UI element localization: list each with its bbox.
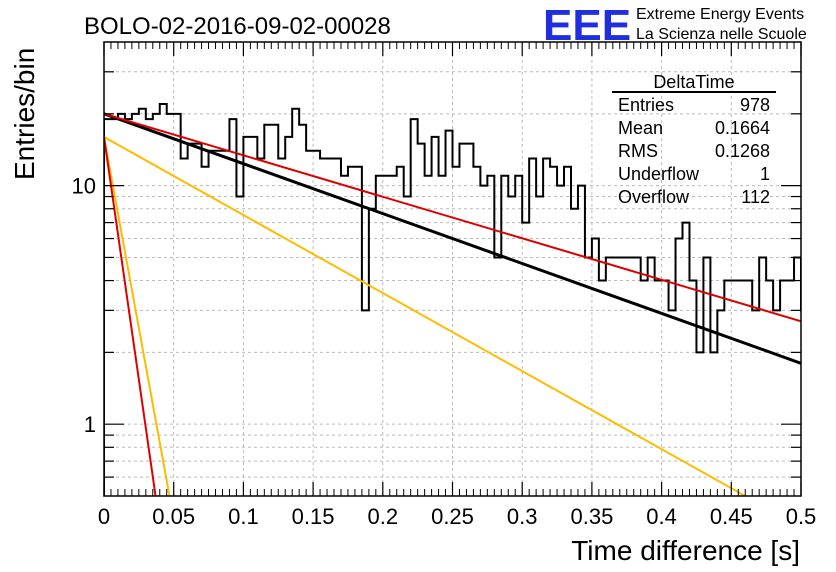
- x-tick-label: 0.45: [710, 504, 753, 529]
- x-tick-label: 0.15: [292, 504, 335, 529]
- stats-value: 0.1664: [715, 118, 770, 138]
- stats-value: 0.1268: [715, 141, 770, 161]
- stats-rows: Entries 978 Mean 0.1664 RMS 0.1268 Underflow 1 O…: [618, 95, 770, 207]
- x-tick-label: 0.2: [368, 504, 399, 529]
- x-tick-label: 0.3: [507, 504, 538, 529]
- fit-curve-5: [104, 136, 157, 496]
- y-axis-label: Entries/bin: [9, 48, 40, 180]
- x-tick-label: 0.25: [431, 504, 474, 529]
- stats-value: 978: [740, 95, 770, 115]
- stats-value: 112: [741, 187, 770, 207]
- logo-line-1: Extreme Energy Events: [636, 6, 804, 23]
- fit-curve-2: [104, 112, 801, 323]
- chart-title: BOLO-02-2016-09-02-00028: [84, 13, 391, 40]
- stats-label: Entries: [618, 95, 674, 115]
- x-tick-label: 0.35: [570, 504, 613, 529]
- fit-curve-4: [104, 136, 171, 496]
- x-tick-label: 0.1: [228, 504, 259, 529]
- logo-line-2: La Scienza nelle Scuole: [636, 26, 807, 43]
- stats-box: DeltaTime Entries 978 Mean 0.1664 RMS 0.1268 U…: [612, 72, 776, 207]
- stats-label: Overflow: [618, 187, 690, 207]
- x-tick-labels: 0 0.05 0.1 0.15 0.2 0.25 0.3 0.35 0.4 0.45 0.5: [98, 504, 816, 529]
- x-tick-label: 0.5: [786, 504, 817, 529]
- y-tick-label: 1: [84, 412, 96, 437]
- y-tick-labels: 1 10: [72, 174, 96, 438]
- x-tick-label: 0: [98, 504, 110, 529]
- grid-lines: [104, 42, 801, 496]
- histogram-outline: [104, 102, 801, 496]
- y-tick-label: 10: [72, 174, 96, 199]
- stats-label: Mean: [618, 118, 663, 138]
- stats-label: RMS: [618, 141, 658, 161]
- eee-logo: EEE: [543, 1, 631, 50]
- histogram: [104, 102, 801, 496]
- stats-title: DeltaTime: [653, 72, 734, 92]
- stats-label: Underflow: [618, 164, 700, 184]
- x-tick-label: 0.05: [152, 504, 195, 529]
- axes: [103, 41, 802, 497]
- fit-curve-1: [104, 112, 801, 365]
- stats-value: 1: [760, 164, 770, 184]
- x-tick-label: 0.4: [646, 504, 677, 529]
- fit-curves: [104, 112, 801, 496]
- fit-curve-3: [104, 136, 746, 496]
- x-axis-label: Time difference [s]: [571, 535, 800, 566]
